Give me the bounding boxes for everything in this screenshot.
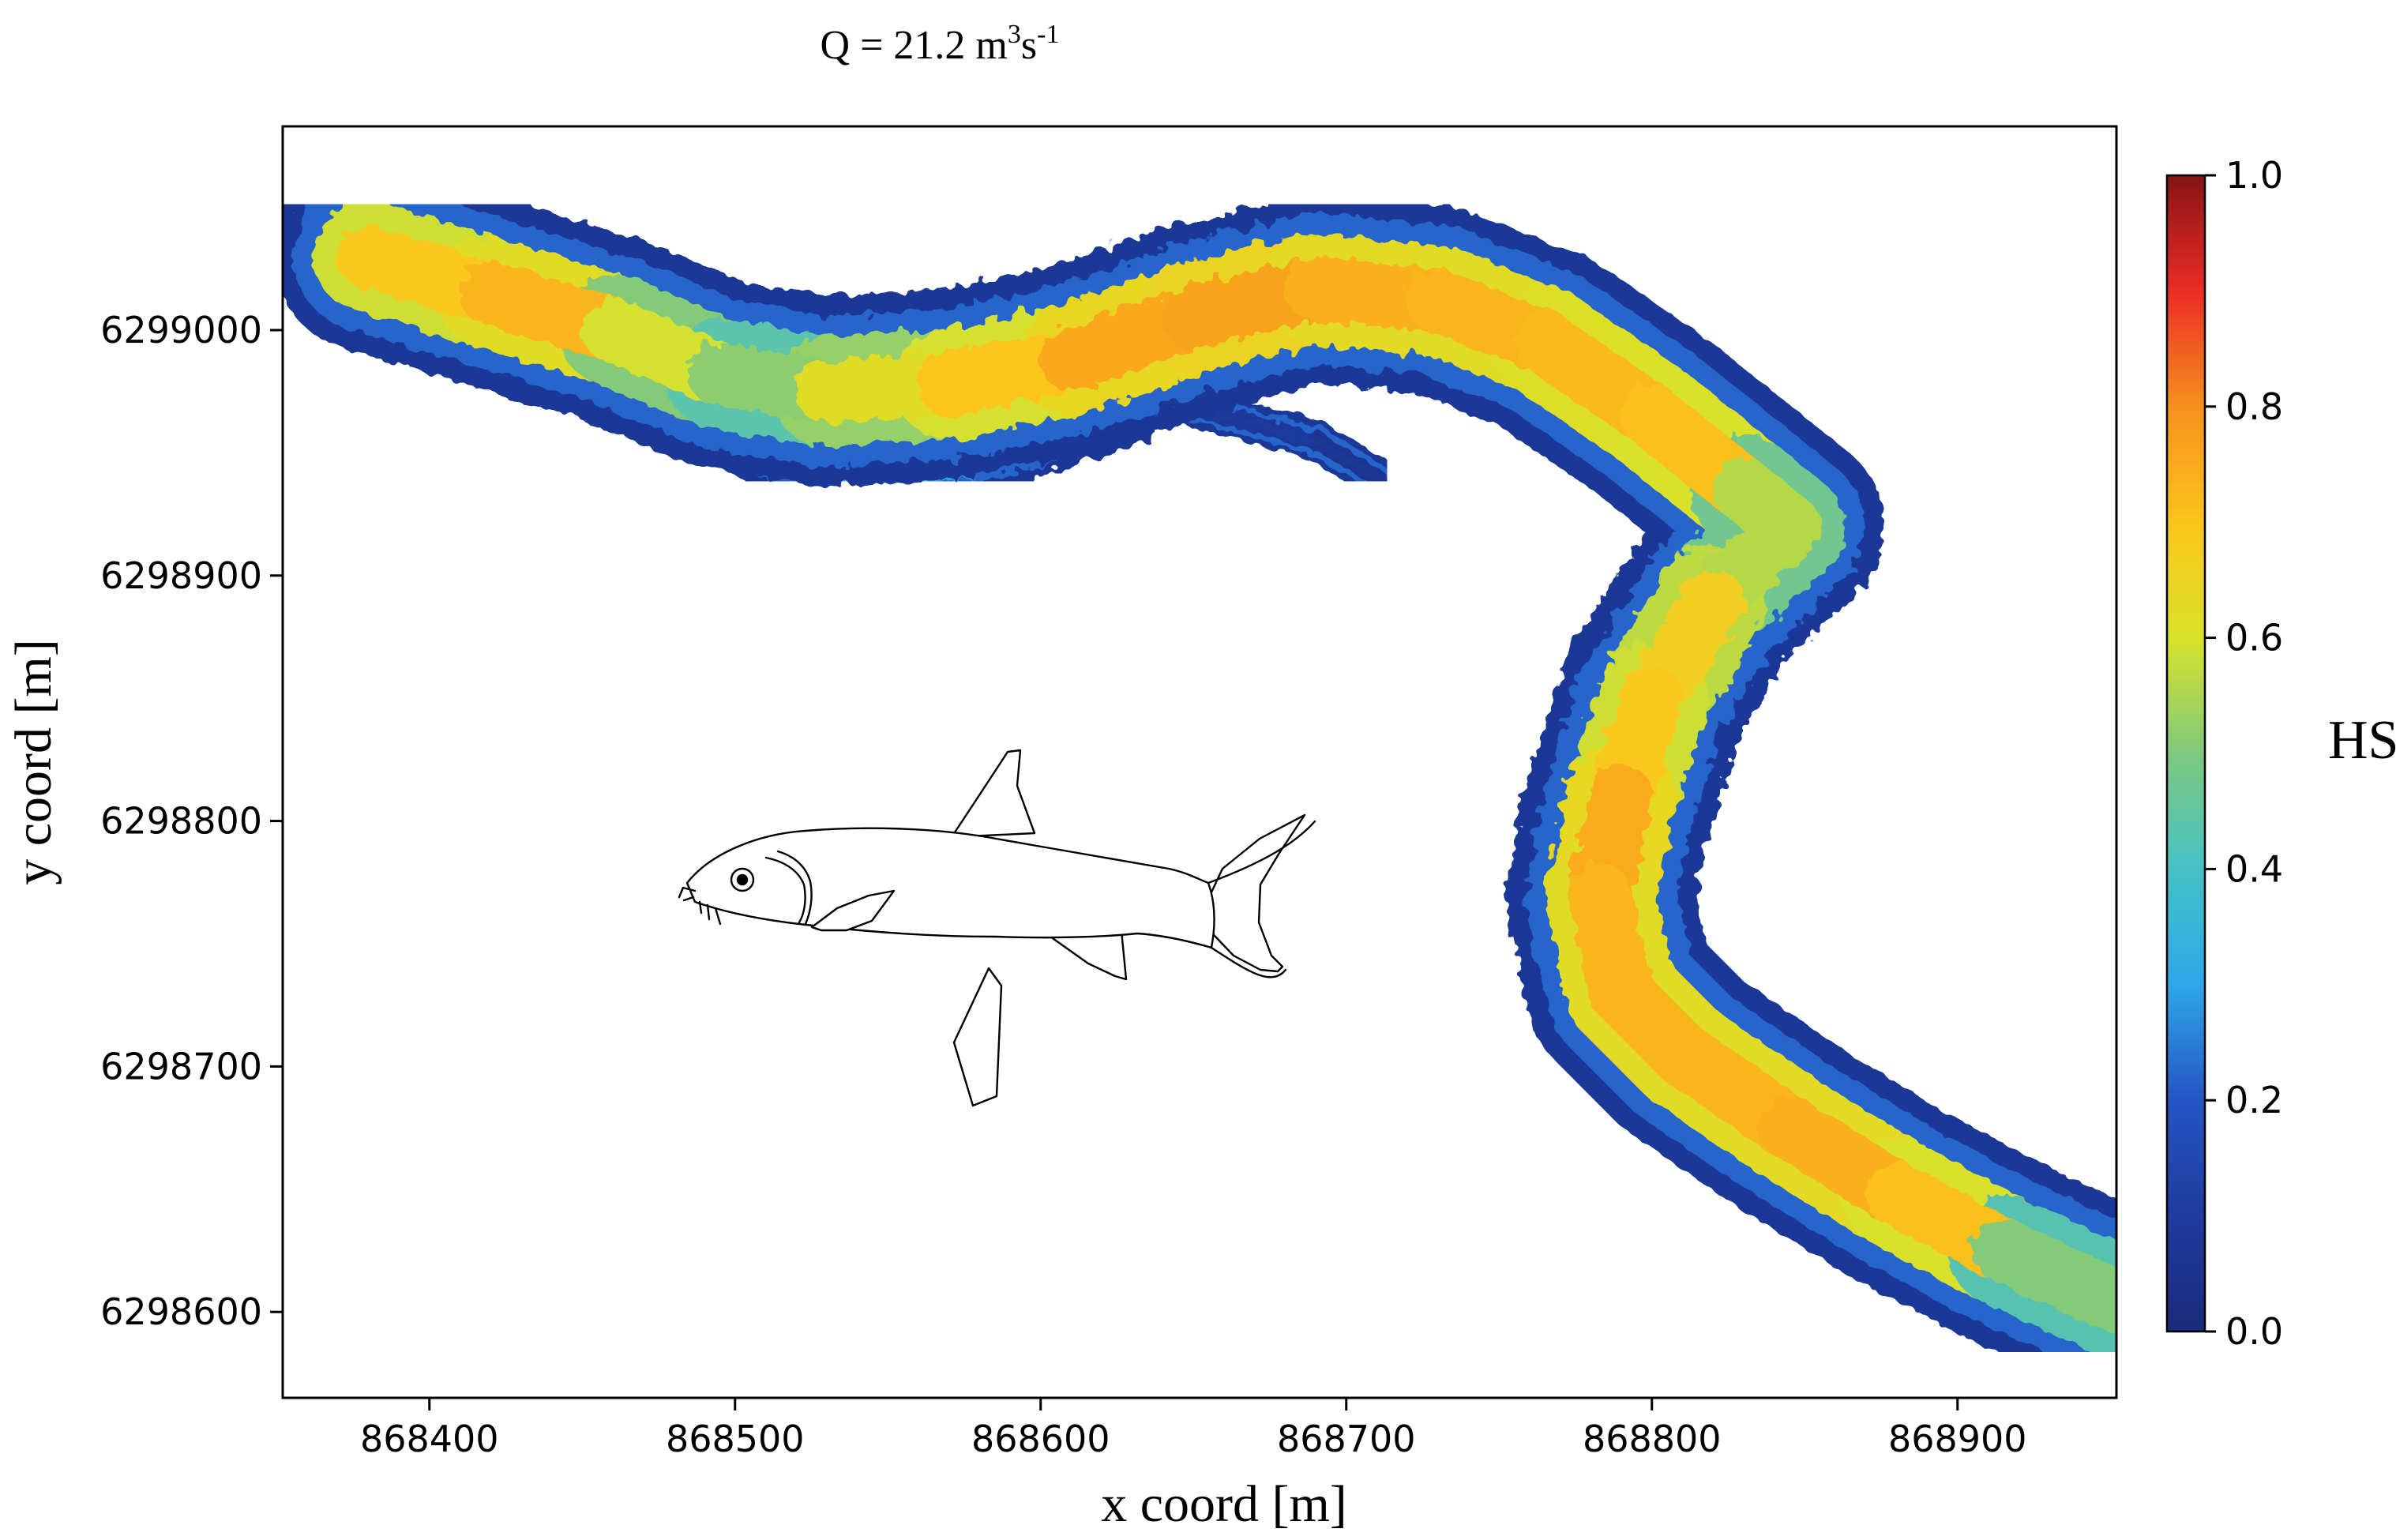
title-prefix: Q = 21.2 m <box>821 23 1008 68</box>
y-axis-label: y coord [m] <box>5 639 62 885</box>
title-sup-2: -1 <box>1037 20 1059 49</box>
y-tick-label: 6298800 <box>100 800 262 843</box>
x-tick-label: 868400 <box>360 1418 499 1460</box>
main-channel-center-segment <box>1971 1219 2116 1332</box>
x-axis-ticks: 868400 868500 868600 868700 868800 868900 <box>360 1398 2027 1460</box>
y-tick-label: 6298900 <box>100 554 262 597</box>
colorbar-tick-label: 0.4 <box>2225 847 2283 890</box>
x-tick-label: 868500 <box>666 1418 805 1460</box>
barbel-fish-icon <box>678 749 1316 1107</box>
y-tick-label: 6299000 <box>100 309 262 351</box>
colorbar-ticks: 0.0 0.2 0.4 0.6 0.8 1.0 <box>2205 154 2283 1353</box>
colorbar: 0.0 0.2 0.4 0.6 0.8 1.0 HSI <box>2165 154 2396 1353</box>
y-tick-label: 6298700 <box>100 1045 262 1087</box>
river-habitat-map <box>283 161 2116 1395</box>
colorbar-gradient <box>2165 174 2206 1333</box>
colorbar-tick-label: 1.0 <box>2225 154 2283 197</box>
colorbar-tick-label: 0.0 <box>2225 1310 2283 1353</box>
main-channel <box>283 161 2116 1395</box>
x-tick-label: 868700 <box>1277 1418 1416 1460</box>
x-tick-label: 868600 <box>971 1418 1110 1460</box>
colorbar-tick-label: 0.6 <box>2225 617 2283 659</box>
side-branch-center-segment <box>1312 436 1381 482</box>
title-sup-1: 3 <box>1008 20 1021 49</box>
plot-area: 868400 868500 868600 868700 868800 868900 629… <box>100 125 2118 1460</box>
axes-frame <box>281 125 2118 1399</box>
y-tick-label: 6298600 <box>100 1290 262 1333</box>
colorbar-tick-label: 0.8 <box>2225 385 2283 428</box>
colorbar-tick-label: 0.2 <box>2225 1079 2283 1121</box>
x-tick-label: 868800 <box>1583 1418 1722 1460</box>
title-mid: s <box>1021 23 1037 68</box>
x-axis-label: x coord [m] <box>1101 1475 1347 1533</box>
x-tick-label: 868900 <box>1888 1418 2027 1460</box>
y-axis-ticks: 6298600 6298700 6298800 6298900 6299000 <box>100 309 283 1333</box>
side-branch <box>1158 384 1397 498</box>
chart-title: Q = 21.2 m3s-1 <box>821 20 1060 68</box>
colorbar-label: HSI <box>2328 710 2396 771</box>
